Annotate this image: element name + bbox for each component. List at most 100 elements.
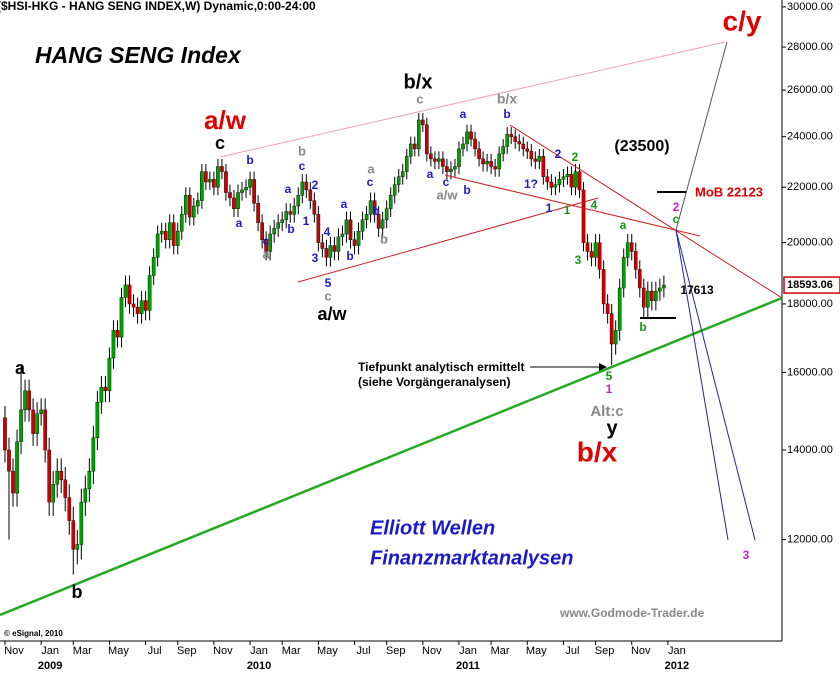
x-tick-label: Jul (148, 645, 162, 657)
annotation: b/x (497, 91, 517, 107)
trend-line (509, 124, 783, 299)
y-tick-label: 16000.00 (787, 366, 833, 378)
candle-body (196, 200, 200, 207)
year-label: 2011 (456, 660, 480, 672)
candle-body (163, 230, 168, 240)
candle-body (39, 409, 43, 414)
annotation: a (262, 246, 270, 261)
annotation: 1 (546, 201, 553, 215)
candle-body (601, 269, 606, 305)
candle-body (412, 143, 417, 150)
annotation: c (299, 159, 306, 173)
candle-body (505, 134, 509, 147)
candle-body (489, 161, 493, 167)
annotation: a (367, 161, 375, 176)
annotation: c (367, 175, 374, 189)
annotation: b (639, 320, 646, 334)
x-tick-label: Jan (459, 645, 477, 657)
annotation: Tiefpunkt analytisch ermittelt (358, 360, 524, 374)
candle-body (67, 497, 72, 521)
candle-body (408, 143, 413, 157)
chart-title: ($HSI-HKG - HANG SENG INDEX,W) Dynamic,0… (0, 0, 316, 13)
candle-body (429, 153, 433, 160)
candle-body (625, 242, 630, 258)
candle-body (561, 176, 566, 180)
candle-body (437, 158, 441, 162)
annotation: Finanzmarktanalysen (370, 547, 573, 569)
candle-body (425, 124, 429, 155)
x-tick-label: Jan (668, 645, 686, 657)
candle-body (79, 501, 84, 545)
candle-body (63, 479, 68, 498)
candle-body (605, 303, 610, 314)
last-price-box (783, 276, 840, 294)
candle-body (417, 119, 421, 150)
annotation: 3 (312, 251, 319, 265)
candle-body (404, 156, 409, 172)
annotation: b (346, 249, 353, 263)
candle-body (320, 242, 325, 249)
candle-body (212, 179, 216, 188)
candle-body (376, 214, 381, 229)
candle-body (280, 219, 285, 223)
annotation: a (236, 216, 243, 230)
candle-body (244, 187, 248, 191)
candle-body (288, 211, 293, 215)
candle-body (59, 470, 64, 481)
annotation: y (606, 417, 618, 439)
annotation: c (215, 133, 225, 153)
candle-body (585, 242, 590, 252)
x-tick-label: May (108, 645, 129, 657)
candle-body (388, 195, 393, 209)
candle-body (384, 208, 389, 221)
candle-body (23, 390, 27, 411)
candle-body (240, 189, 244, 193)
candle-body (581, 189, 586, 243)
y-tick-label: 26000.00 (787, 84, 833, 96)
candle-body (609, 313, 614, 345)
candle-body (135, 306, 140, 314)
candle-body (71, 520, 76, 550)
y-tick-label: 20000.00 (787, 237, 833, 249)
candle-body (633, 251, 638, 270)
candle-body (187, 195, 192, 218)
candle-body (111, 330, 116, 359)
annotation: b/x (577, 436, 618, 467)
y-tick-label: 24000.00 (787, 131, 833, 143)
annotation: b (503, 107, 510, 121)
trend-line (219, 41, 726, 158)
annotation: 4 (591, 198, 598, 212)
annotation: 2 (572, 150, 579, 164)
candle-body (529, 151, 534, 160)
candle-body (304, 181, 309, 191)
annotation: b (287, 222, 294, 236)
candle-body (264, 239, 268, 252)
candle-body (324, 248, 329, 258)
last-price-label: 18593.06 (787, 279, 833, 291)
candle-body (204, 171, 208, 183)
x-tick-label: Nov (422, 645, 442, 657)
candle-body (200, 171, 204, 201)
annotation: a/w (317, 304, 347, 324)
candle-body (328, 245, 333, 258)
y-tick-label: 28000.00 (787, 41, 833, 53)
annotation: b (246, 153, 253, 167)
candle-body (368, 200, 373, 215)
year-label: 2012 (665, 660, 689, 672)
candle-body (533, 158, 538, 162)
candle-body (31, 409, 35, 434)
candle-body (3, 417, 7, 451)
projection-line (675, 41, 728, 231)
candle-body (127, 284, 132, 305)
candle-body (589, 251, 594, 258)
x-tick-label: Nov (213, 645, 233, 657)
candle-body (521, 143, 526, 150)
candle-body (276, 222, 280, 229)
candle-body (336, 236, 341, 252)
annotation: c (416, 91, 423, 106)
candle-body (308, 189, 313, 201)
candle-body (344, 219, 349, 235)
candle-body (147, 275, 152, 311)
year-label: 2009 (38, 660, 62, 672)
x-tick-label: Nov (4, 645, 24, 657)
